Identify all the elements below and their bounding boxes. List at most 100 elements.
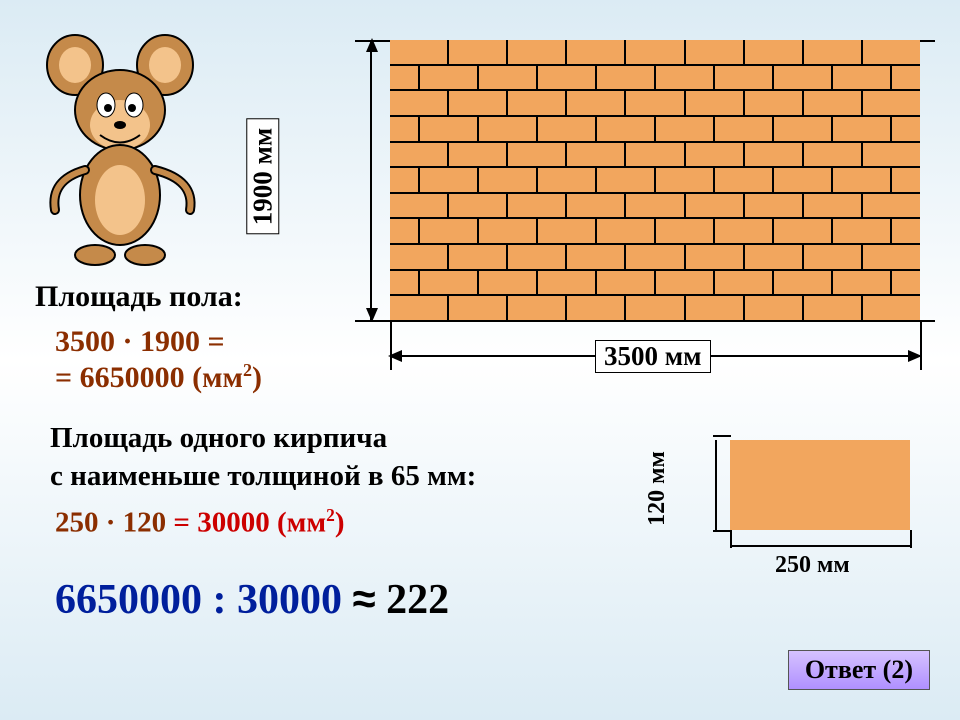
wall-width-label: 3500 мм	[595, 340, 711, 373]
brick	[538, 117, 597, 141]
single-brick-width-label: 250 мм	[775, 552, 850, 579]
brick	[715, 219, 774, 243]
brick-row	[390, 243, 920, 269]
brick-row	[390, 89, 920, 115]
brick	[715, 66, 774, 90]
brick	[804, 143, 863, 167]
brick	[745, 91, 804, 115]
brick	[626, 296, 685, 320]
brick-calc-suffix: )	[335, 507, 345, 539]
brick	[508, 40, 567, 64]
brick	[745, 40, 804, 64]
brick	[686, 194, 745, 218]
brick-area-title: Площадь одного кирпича с наименьше толщи…	[50, 420, 476, 495]
brick	[449, 40, 508, 64]
brick	[567, 245, 626, 269]
single-brick-rect	[730, 440, 910, 530]
brick	[863, 194, 920, 218]
final-value: 222	[386, 577, 449, 623]
brick	[449, 194, 508, 218]
brick	[597, 271, 656, 295]
brick	[597, 117, 656, 141]
brick-calc-sup: 2	[326, 505, 335, 525]
brick	[390, 143, 449, 167]
brick	[449, 296, 508, 320]
brick	[892, 168, 920, 192]
brick	[508, 245, 567, 269]
brick-row	[390, 141, 920, 167]
brick-row	[390, 64, 920, 90]
brick-area-title-1: Площадь одного кирпича	[50, 422, 387, 454]
brick-row	[390, 294, 920, 320]
brick	[686, 296, 745, 320]
single-brick-width-line	[730, 545, 910, 547]
brick	[686, 245, 745, 269]
brick	[567, 91, 626, 115]
brick	[420, 117, 479, 141]
brick	[567, 143, 626, 167]
brick	[508, 143, 567, 167]
brick	[508, 194, 567, 218]
brick	[804, 245, 863, 269]
brick	[774, 168, 833, 192]
brick	[449, 143, 508, 167]
brick	[479, 117, 538, 141]
brick	[567, 40, 626, 64]
brick	[863, 245, 920, 269]
brick	[804, 194, 863, 218]
brick	[508, 91, 567, 115]
brick	[449, 245, 508, 269]
brick-calc-lhs: 250 · 120	[55, 507, 166, 539]
single-brick-height-line	[715, 440, 717, 530]
brick-area-title-2: с наименьше толщиной в 65 мм:	[50, 460, 476, 492]
approx-icon: ≈	[353, 575, 376, 622]
brick-row	[390, 115, 920, 141]
brick	[863, 91, 920, 115]
brick	[686, 40, 745, 64]
final-division: 6650000 : 30000 ≈ 222	[55, 575, 449, 624]
brick	[420, 66, 479, 90]
brick	[774, 219, 833, 243]
brick	[390, 91, 449, 115]
wall-bottom-extension	[355, 320, 935, 322]
brick	[538, 271, 597, 295]
brick	[390, 194, 449, 218]
brick	[863, 143, 920, 167]
brick	[804, 296, 863, 320]
floor-area-result: = 6650000 (мм2)	[55, 360, 262, 395]
final-lhs: 6650000 : 30000	[55, 577, 342, 623]
brick	[479, 219, 538, 243]
wall-diagram: 1900 мм 3500 мм	[295, 30, 935, 360]
brick-calc-eq: =	[166, 507, 197, 539]
brick	[715, 117, 774, 141]
floor-area-result-prefix: = 6650000 (мм	[55, 361, 243, 394]
brick-row	[390, 192, 920, 218]
brick	[892, 271, 920, 295]
single-brick-diagram: 120 мм 250 мм	[675, 430, 925, 600]
floor-area-result-sup: 2	[243, 360, 252, 380]
single-brick-width-ext-r	[910, 530, 912, 548]
floor-area-expr: 3500 · 1900 =	[55, 325, 225, 359]
cartoon-mouse	[40, 30, 210, 270]
brick	[745, 143, 804, 167]
brick-row	[390, 40, 920, 64]
brick-calc-rhs: 30000 (мм	[197, 507, 326, 539]
brick	[626, 143, 685, 167]
brick	[774, 66, 833, 90]
brick	[863, 40, 920, 64]
brick	[804, 91, 863, 115]
brick-row	[390, 269, 920, 295]
brick	[479, 66, 538, 90]
brick-row	[390, 166, 920, 192]
wall-height-label: 1900 мм	[246, 119, 279, 235]
brick	[538, 219, 597, 243]
answer-button[interactable]: Ответ (2)	[788, 650, 930, 690]
brick	[626, 91, 685, 115]
brick	[656, 271, 715, 295]
brick	[390, 219, 420, 243]
brick	[597, 219, 656, 243]
brick	[449, 91, 508, 115]
wall-height-arrow	[370, 40, 372, 320]
wall-width-ext-right	[920, 320, 922, 370]
brick	[804, 40, 863, 64]
